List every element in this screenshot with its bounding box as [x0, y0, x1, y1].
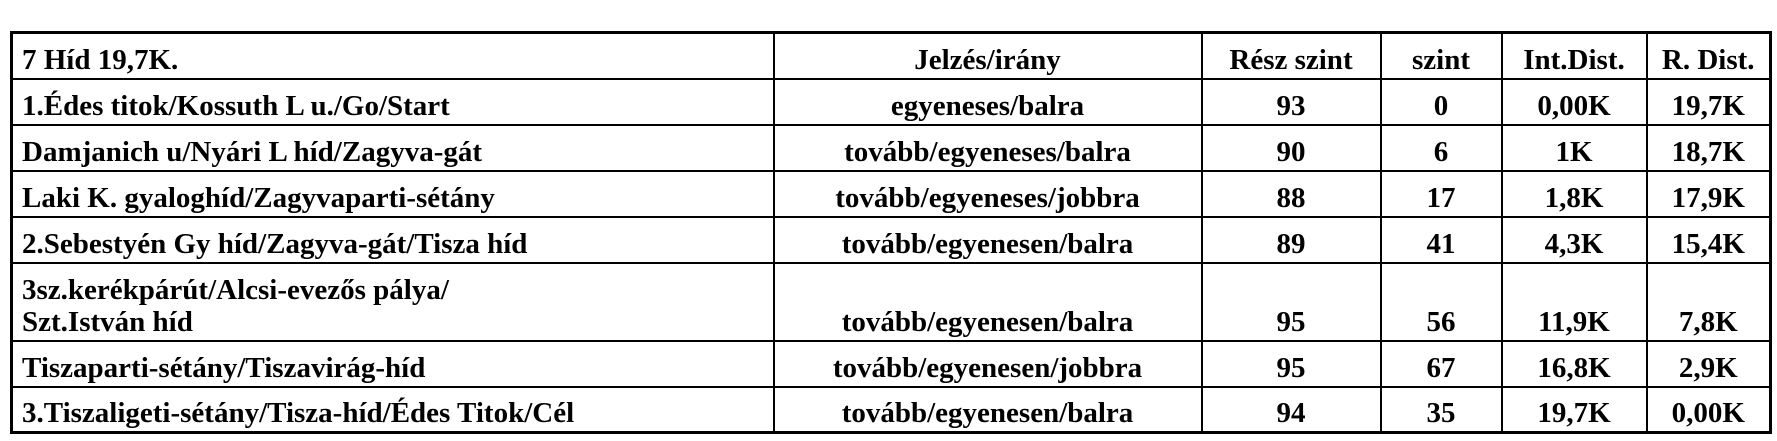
- row-label: 3.Tiszaligeti-sétány/Tisza-híd/Édes Tito…: [10, 385, 775, 434]
- cell: 41: [1379, 215, 1503, 264]
- cell: 67: [1379, 339, 1503, 388]
- cell: 17,9K: [1645, 169, 1772, 218]
- cell: 95: [1200, 261, 1382, 342]
- table-row: 3.Tiszaligeti-sétány/Tisza-híd/Édes Tito…: [10, 385, 1772, 434]
- table-row: Damjanich u/Nyári L híd/Zagyva-gát tovább…: [10, 123, 1772, 172]
- header-row: 7 Híd 19,7K. Jelzés/irány Rész szint szint I…: [10, 31, 1772, 80]
- row-label: Damjanich u/Nyári L híd/Zagyva-gát: [10, 123, 775, 172]
- cell: 17: [1379, 169, 1503, 218]
- row-label: Laki K. gyaloghíd/Zagyvaparti-sétány: [10, 169, 775, 218]
- cell: egyeneses/balra: [772, 77, 1203, 126]
- cell: 4,3K: [1500, 215, 1648, 264]
- cell: 11,9K: [1500, 261, 1648, 342]
- row-label: 7 Híd 19,7K.: [10, 31, 775, 80]
- cell: 0,00K: [1500, 77, 1648, 126]
- cell: szint: [1379, 31, 1503, 80]
- cell: 18,7K: [1645, 123, 1772, 172]
- cell: 7,8K: [1645, 261, 1772, 342]
- cell: 15,4K: [1645, 215, 1772, 264]
- table-body: 7 Híd 19,7K. Jelzés/irány Rész szint szint I…: [10, 31, 1772, 434]
- cell: 1K: [1500, 123, 1648, 172]
- cell: 1,8K: [1500, 169, 1648, 218]
- cell: 19,7K: [1645, 77, 1772, 126]
- cell: 2,9K: [1645, 339, 1772, 388]
- cell: tovább/egyenesen/balra: [772, 261, 1203, 342]
- cell: tovább/egyeneses/jobbra: [772, 169, 1203, 218]
- table-row: 2.Sebestyén Gy híd/Zagyva-gát/Tisza híd t…: [10, 215, 1772, 264]
- cell: 56: [1379, 261, 1503, 342]
- cell: tovább/egyenesen/balra: [772, 215, 1203, 264]
- cell: Jelzés/irány: [772, 31, 1203, 80]
- table-row: 1.Édes titok/Kossuth L u./Go/Start egyene…: [10, 77, 1772, 126]
- row-label: Tiszaparti-sétány/Tiszavirág-híd: [10, 339, 775, 388]
- cell: R. Dist.: [1645, 31, 1772, 80]
- cell: tovább/egyenesen/balra: [772, 385, 1203, 434]
- cell: 6: [1379, 123, 1503, 172]
- route-table: 7 Híd 19,7K. Jelzés/irány Rész szint szint I…: [10, 31, 1772, 434]
- cell: 35: [1379, 385, 1503, 434]
- cell: 0,00K: [1645, 385, 1772, 434]
- cell: 88: [1200, 169, 1382, 218]
- cell: tovább/egyenesen/jobbra: [772, 339, 1203, 388]
- cell: 16,8K: [1500, 339, 1648, 388]
- row-label: 2.Sebestyén Gy híd/Zagyva-gát/Tisza híd: [10, 215, 775, 264]
- cell: Int.Dist.: [1500, 31, 1648, 80]
- cell: Rész szint: [1200, 31, 1382, 80]
- row-label: 1.Édes titok/Kossuth L u./Go/Start: [10, 77, 775, 126]
- cell: 93: [1200, 77, 1382, 126]
- table-row: Laki K. gyaloghíd/Zagyvaparti-sétány tová…: [10, 169, 1772, 218]
- table-row: 3sz.kerékpárút/Alcsi-evezős pálya/ Szt.I…: [10, 261, 1772, 342]
- cell: tovább/egyeneses/balra: [772, 123, 1203, 172]
- cell: 19,7K: [1500, 385, 1648, 434]
- cell: 0: [1379, 77, 1503, 126]
- row-label: 3sz.kerékpárút/Alcsi-evezős pálya/ Szt.I…: [10, 261, 775, 342]
- cell: 94: [1200, 385, 1382, 434]
- cell: 95: [1200, 339, 1382, 388]
- cell: 90: [1200, 123, 1382, 172]
- table-row: Tiszaparti-sétány/Tiszavirág-híd tovább/e…: [10, 339, 1772, 388]
- cell: 89: [1200, 215, 1382, 264]
